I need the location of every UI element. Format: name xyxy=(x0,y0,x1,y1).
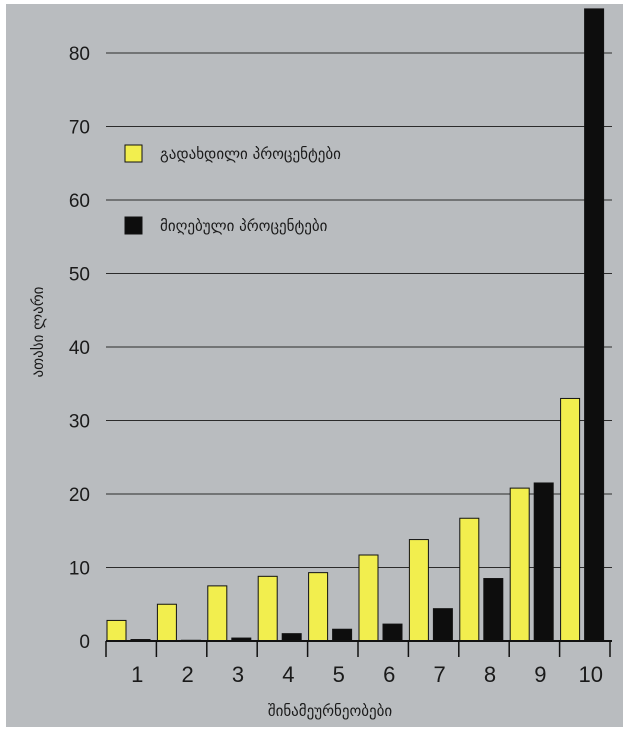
bar-paid-interest xyxy=(560,397,581,642)
bar-received-interest xyxy=(281,633,302,642)
bar-paid-interest xyxy=(459,517,480,642)
bar-received-interest xyxy=(533,482,554,642)
x-tick-labels: 1 2 3 4 5 6 7 8 9 10 xyxy=(131,662,603,687)
y-tick-label: 0 xyxy=(79,632,90,653)
x-tick-label: 8 xyxy=(484,662,496,687)
bar-paid-interest xyxy=(308,572,329,642)
bar-received-interest xyxy=(332,628,353,642)
bar-received-interest xyxy=(584,8,605,642)
legend: გადახდილი პროცენტები მიღებული პროცენტები xyxy=(124,144,341,235)
y-tick-label: 30 xyxy=(69,412,90,433)
y-tick-label: 10 xyxy=(69,559,90,580)
bar-received-interest xyxy=(483,578,504,642)
bar-paid-interest xyxy=(408,539,429,642)
x-tick-label: 5 xyxy=(333,662,345,687)
bar-paid-interest xyxy=(509,487,530,642)
bar-received-interest xyxy=(382,623,403,642)
x-tick-label: 4 xyxy=(282,662,294,687)
legend-label: მიღებული პროცენტები xyxy=(160,217,328,235)
y-tick-label: 70 xyxy=(69,118,90,139)
y-tick-label: 50 xyxy=(69,265,90,286)
x-axis-title: შინამეურნეობები xyxy=(268,702,393,720)
x-tick-label: 2 xyxy=(181,662,193,687)
x-tick-label: 1 xyxy=(131,662,143,687)
y-tick-labels: 0 10 20 30 40 50 60 70 80 xyxy=(69,44,90,653)
bar-received-interest xyxy=(432,608,453,642)
x-tick-label: 7 xyxy=(433,662,445,687)
legend-swatch xyxy=(124,216,143,235)
x-axis xyxy=(105,640,612,657)
x-tick-label: 6 xyxy=(383,662,395,687)
bar-paid-interest xyxy=(156,603,177,642)
x-tick-label: 10 xyxy=(579,662,603,687)
bar-paid-interest xyxy=(207,585,228,642)
bar-paid-interest xyxy=(106,619,127,642)
x-tick-label: 3 xyxy=(232,662,244,687)
x-tick-label: 9 xyxy=(534,662,546,687)
y-tick-label: 40 xyxy=(69,338,90,359)
bars xyxy=(106,8,605,642)
y-tick-label: 60 xyxy=(69,191,90,212)
legend-label: გადახდილი პროცენტები xyxy=(160,145,341,163)
bar-paid-interest xyxy=(257,575,278,642)
legend-swatch xyxy=(124,144,143,163)
bar-paid-interest xyxy=(358,554,379,642)
gridlines xyxy=(106,52,612,568)
y-tick-label: 20 xyxy=(69,485,90,506)
y-tick-label: 80 xyxy=(69,44,90,65)
y-axis-title: ათასი ლარი xyxy=(29,286,47,377)
